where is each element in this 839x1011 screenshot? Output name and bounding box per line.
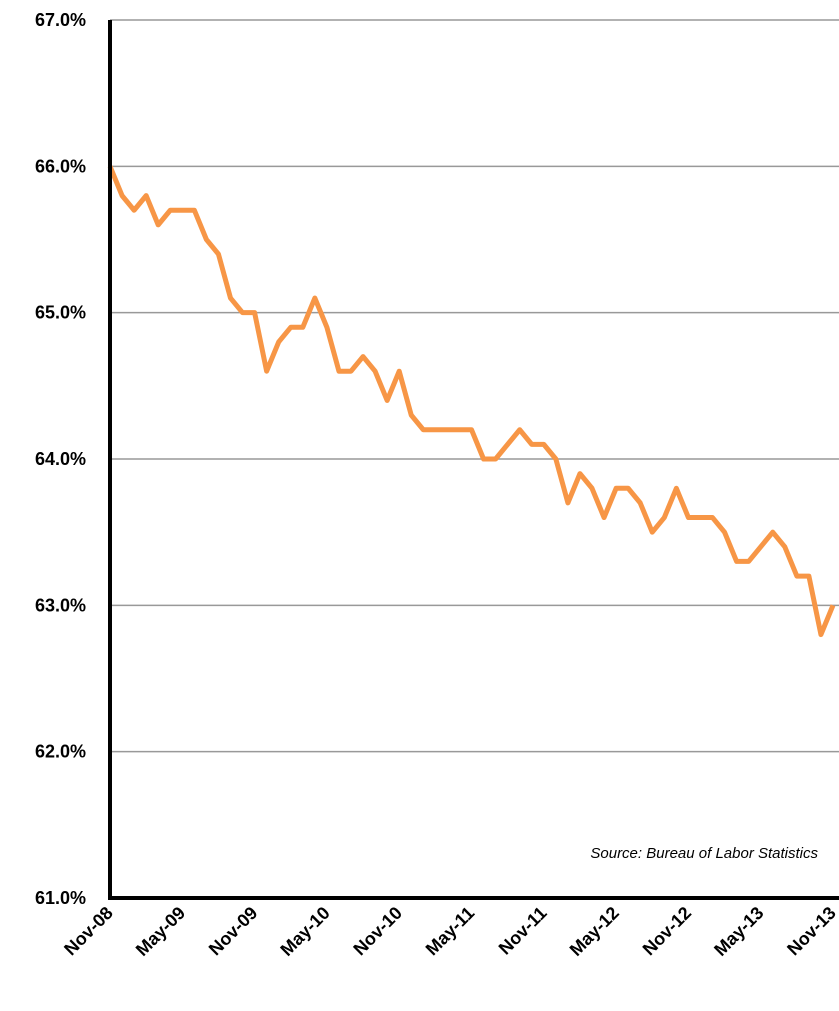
x-tick-label: Nov-09 — [205, 903, 262, 960]
x-tick-label: Nov-12 — [639, 903, 696, 960]
y-tick-label: 65.0% — [35, 303, 86, 323]
x-tick-label: May-11 — [422, 903, 479, 960]
x-tick-label: May-10 — [276, 903, 333, 960]
x-tick-label: Nov-08 — [60, 903, 117, 960]
data-line — [107, 165, 836, 638]
y-tick-label: 66.0% — [35, 156, 86, 176]
x-tick-label: Nov-10 — [349, 903, 406, 960]
x-tick-label: May-13 — [710, 903, 767, 960]
y-tick-label: 62.0% — [35, 742, 86, 762]
x-tick-label: Nov-11 — [495, 903, 551, 959]
y-tick-label: 63.0% — [35, 595, 86, 615]
y-tick-label: 67.0% — [35, 10, 86, 30]
y-tick-label: 64.0% — [35, 449, 86, 469]
x-tick-label: May-09 — [132, 903, 189, 960]
x-tick-label: May-12 — [566, 903, 623, 960]
source-note: Source: Bureau of Labor Statistics — [590, 845, 818, 862]
x-tick-label: Nov-13 — [783, 903, 839, 960]
y-tick-label: 61.0% — [35, 888, 86, 908]
